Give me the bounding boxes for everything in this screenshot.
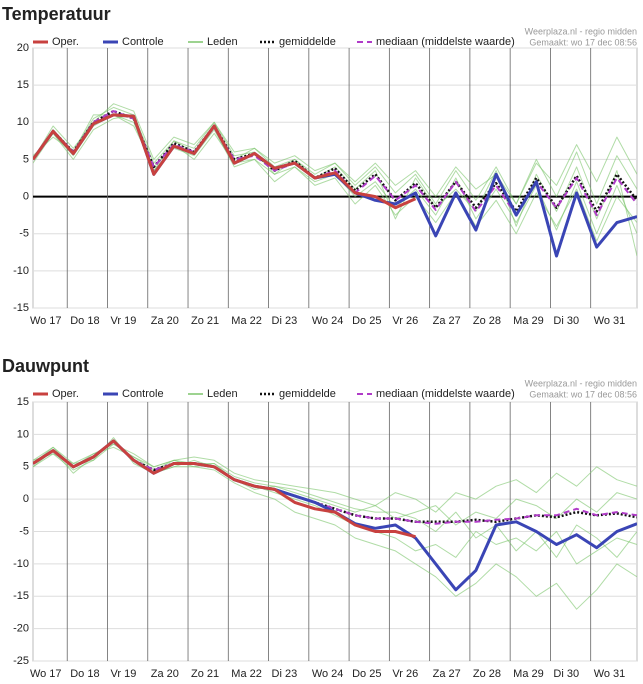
member-line: [33, 443, 637, 513]
legend-label: Controle: [122, 36, 164, 48]
y-tick-label: -20: [13, 623, 29, 635]
x-tick-label: Wo 24: [312, 668, 344, 680]
x-tick-label: Ma 22: [231, 668, 262, 680]
x-tick-label: Do 18: [70, 668, 99, 680]
series-group: [33, 437, 637, 610]
x-tick-label: Wo 17: [30, 315, 62, 327]
x-tick-label: Di 30: [553, 315, 579, 327]
x-tick-label: Za 20: [151, 315, 179, 327]
x-tick-label: Vr 26: [392, 315, 418, 327]
legend-label: gemiddelde: [279, 388, 336, 400]
source: Weerplaza.nl - regio midden: [525, 26, 637, 36]
x-tick-label: Di 30: [553, 668, 579, 680]
y-tick-label: 5: [23, 461, 29, 473]
x-tick-label: Zo 21: [191, 668, 219, 680]
x-tick-label: Wo 24: [312, 315, 344, 327]
legend-label: Oper.: [52, 388, 79, 400]
x-tick-label: Do 25: [352, 315, 381, 327]
legend-label: mediaan (middelste waarde): [376, 388, 515, 400]
x-tick-label: Za 27: [433, 315, 461, 327]
y-tick-label: -5: [19, 228, 29, 240]
y-tick-label: 10: [17, 428, 29, 440]
x-tick-label: Wo 17: [30, 668, 62, 680]
x-tick-label: Wo 31: [594, 668, 626, 680]
x-tick-label: Di 23: [272, 315, 298, 327]
series-group: [33, 103, 637, 258]
member-line: [33, 437, 637, 610]
x-tick-label: Za 27: [433, 668, 461, 680]
made: Gemaakt: wo 17 dec 08:56: [529, 37, 637, 47]
y-tick-label: -10: [13, 265, 29, 277]
x-tick-label: Wo 31: [594, 315, 626, 327]
legend-label: gemiddelde: [279, 36, 336, 48]
legend-label: Oper.: [52, 36, 79, 48]
y-tick-label: -15: [13, 302, 29, 314]
y-tick-label: 5: [23, 153, 29, 165]
x-tick-label: Di 23: [272, 668, 298, 680]
member-line: [33, 103, 637, 205]
y-tick-label: 0: [23, 493, 29, 505]
y-tick-label: 0: [23, 190, 29, 202]
x-tick-label: Zo 28: [473, 315, 501, 327]
legend-label: Leden: [207, 36, 238, 48]
x-tick-label: Zo 21: [191, 315, 219, 327]
series-line: [33, 439, 416, 539]
x-tick-label: Ma 29: [513, 668, 544, 680]
x-tick-label: Ma 22: [231, 315, 262, 327]
legend-label: Leden: [207, 388, 238, 400]
source: Weerplaza.nl - regio midden: [525, 378, 637, 388]
y-tick-label: -15: [13, 590, 29, 602]
x-tick-label: Vr 26: [392, 668, 418, 680]
y-tick-label: 15: [17, 79, 29, 91]
legend-label: mediaan (middelste waarde): [376, 36, 515, 48]
y-tick-label: -5: [19, 525, 29, 537]
y-tick-label: 10: [17, 116, 29, 128]
legend-label: Controle: [122, 388, 164, 400]
y-tick-label: -10: [13, 558, 29, 570]
member-line: [33, 114, 637, 242]
x-tick-label: Za 20: [151, 668, 179, 680]
x-tick-label: Ma 29: [513, 315, 544, 327]
x-tick-label: Do 25: [352, 668, 381, 680]
made: Gemaakt: wo 17 dec 08:56: [529, 389, 637, 399]
y-tick-label: 20: [17, 42, 29, 54]
y-tick-label: 15: [17, 396, 29, 408]
chart-title: Temperatuur: [2, 4, 111, 24]
x-tick-label: Vr 19: [110, 668, 136, 680]
y-tick-label: -25: [13, 655, 29, 667]
x-tick-label: Do 18: [70, 315, 99, 327]
x-tick-label: Vr 19: [110, 315, 136, 327]
chart-title: Dauwpunt: [2, 356, 89, 376]
x-tick-label: Zo 28: [473, 668, 501, 680]
series-line: [33, 113, 417, 210]
